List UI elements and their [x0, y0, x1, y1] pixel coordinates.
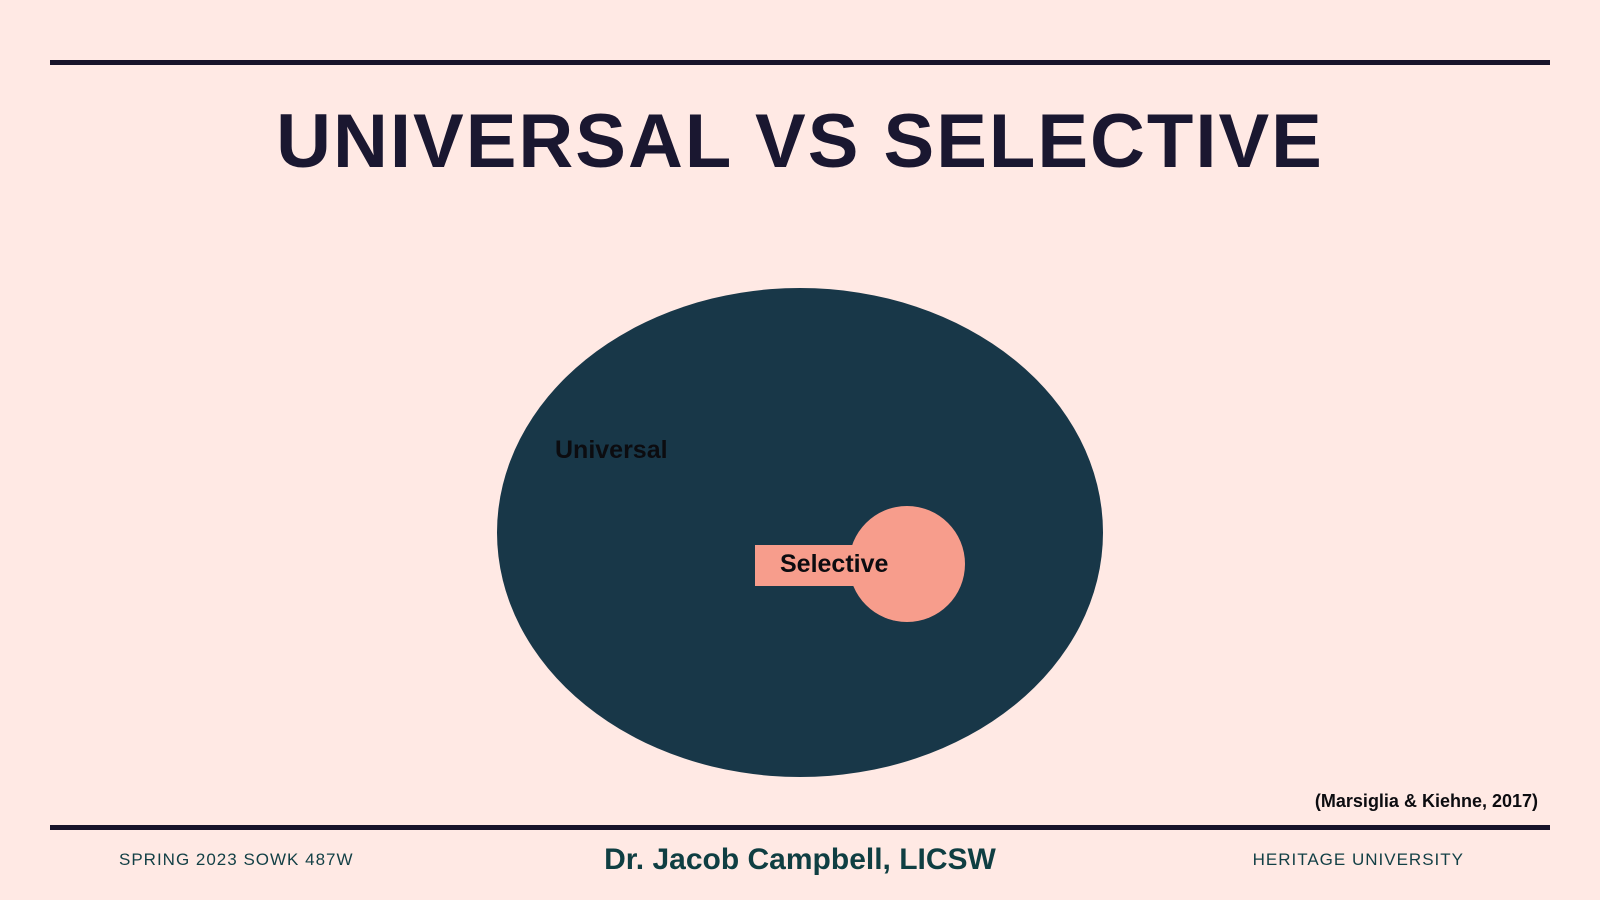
selective-circle [849, 506, 965, 622]
bottom-rule [50, 825, 1550, 830]
citation: (Marsiglia & Kiehne, 2017) [1314, 791, 1538, 811]
slide-title: UNIVERSAL VS SELECTIVE [276, 99, 1324, 184]
footer-course: SPRING 2023 SOWK 487W [119, 850, 354, 869]
universal-label: Universal [555, 436, 668, 464]
footer-presenter: Dr. Jacob Campbell, LICSW [604, 843, 996, 876]
selective-label: Selective [780, 550, 889, 578]
universal-ellipse [497, 288, 1103, 777]
top-rule [50, 60, 1550, 65]
footer-institution: HERITAGE UNIVERSITY [1252, 850, 1464, 869]
